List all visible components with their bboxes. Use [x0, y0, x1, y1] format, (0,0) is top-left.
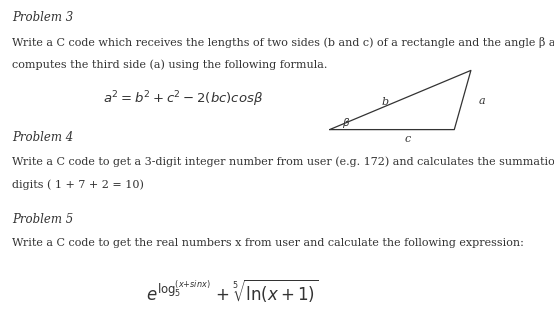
Text: $a^2 = b^2 + c^2 - 2(bc)cos\beta$: $a^2 = b^2 + c^2 - 2(bc)cos\beta$	[102, 90, 263, 109]
Text: a: a	[479, 96, 485, 106]
Text: $e^{\log_5^{(x+sinx)}} + \sqrt[5]{\ln(x + 1)}$: $e^{\log_5^{(x+sinx)}} + \sqrt[5]{\ln(x …	[146, 278, 319, 306]
Text: computes the third side (a) using the following formula.: computes the third side (a) using the fo…	[12, 59, 327, 70]
Text: Problem 4: Problem 4	[12, 131, 74, 144]
Text: Problem 3: Problem 3	[12, 11, 74, 24]
Text: b: b	[382, 97, 388, 108]
Text: c: c	[404, 134, 411, 144]
Text: Write a C code which receives the lengths of two sides (b and c) of a rectangle : Write a C code which receives the length…	[12, 37, 554, 48]
Text: $\beta$: $\beta$	[342, 116, 351, 130]
Text: digits ( 1 + 7 + 2 = 10): digits ( 1 + 7 + 2 = 10)	[12, 179, 144, 190]
Text: Write a C code to get the real numbers x from user and calculate the following e: Write a C code to get the real numbers x…	[12, 238, 524, 248]
Text: Write a C code to get a 3-digit integer number from user (e.g. 172) and calculat: Write a C code to get a 3-digit integer …	[12, 157, 554, 167]
Text: Problem 5: Problem 5	[12, 213, 74, 226]
